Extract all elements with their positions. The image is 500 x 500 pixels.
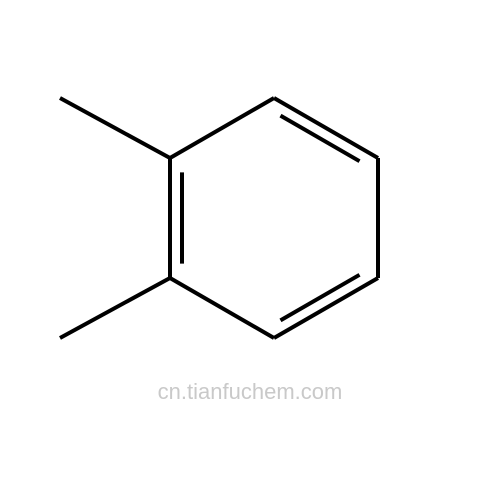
molecule-diagram: [0, 0, 500, 500]
watermark-text: cn.tianfuchem.com: [158, 379, 343, 405]
